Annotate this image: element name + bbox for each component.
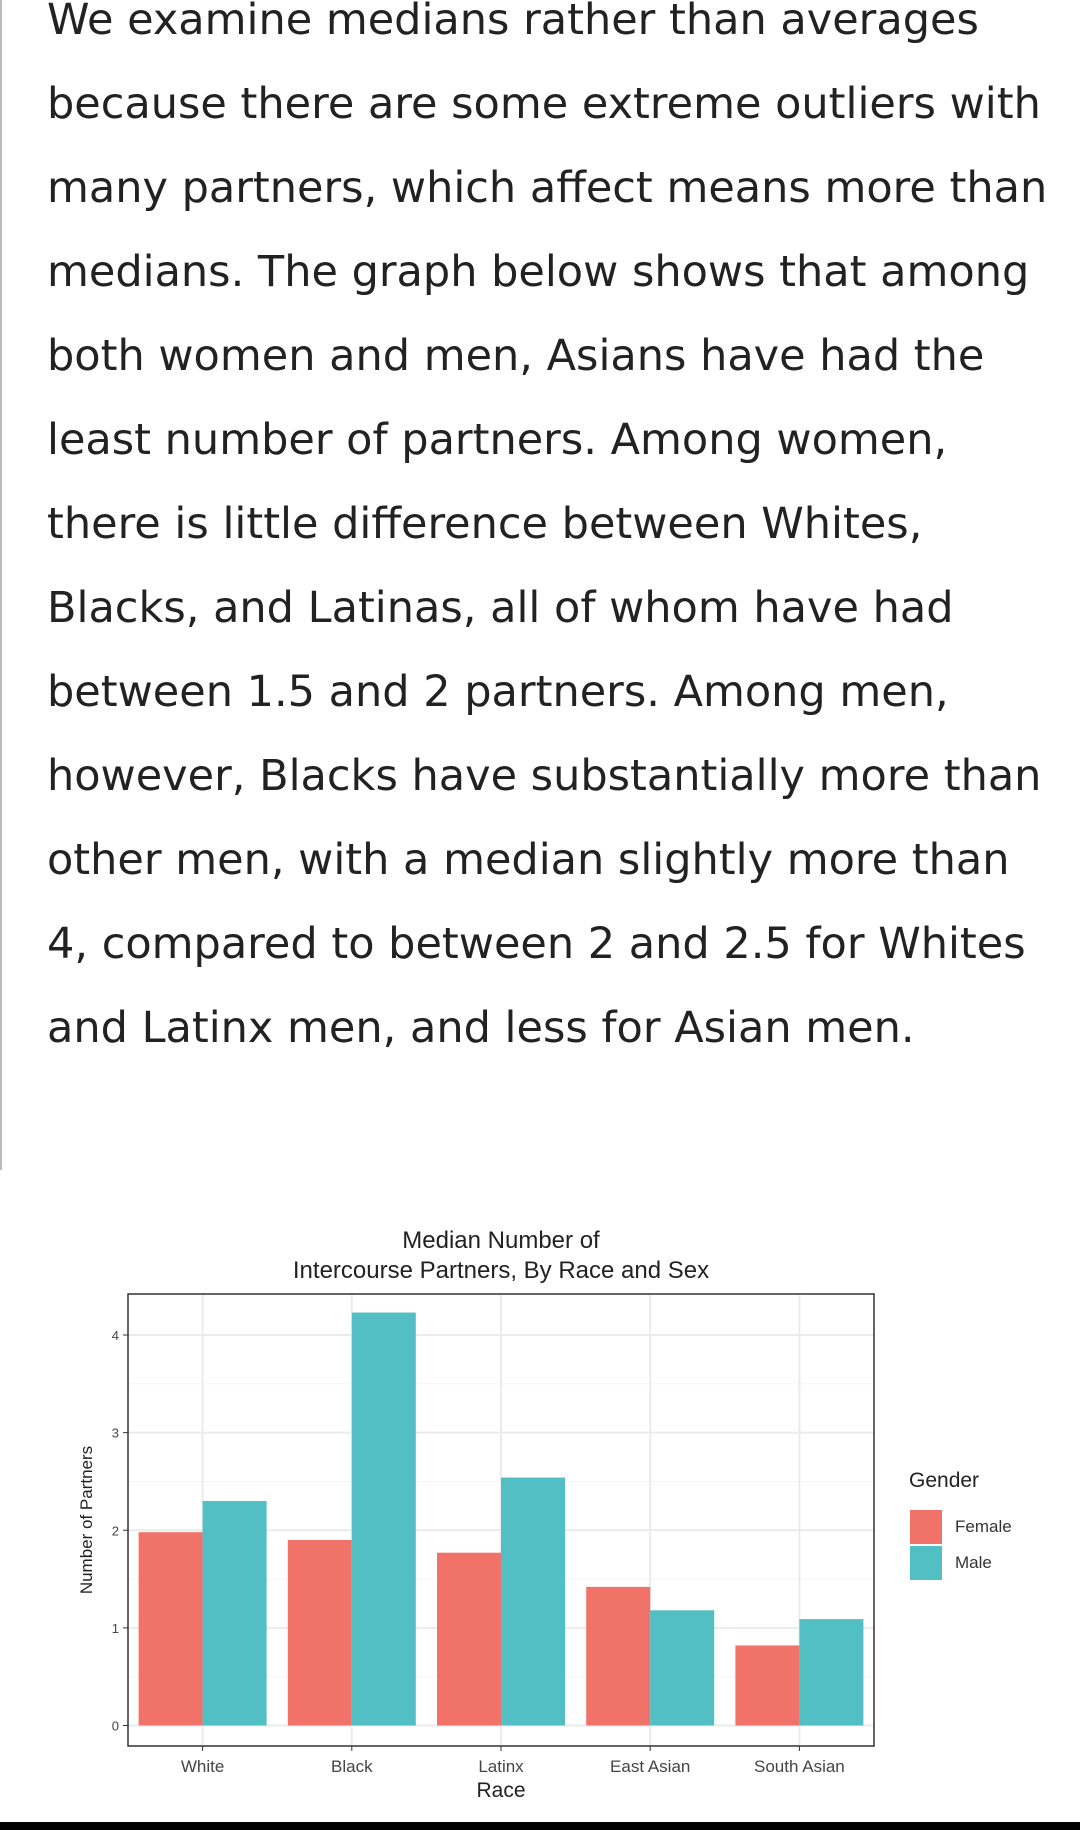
bottom-bar [0, 1822, 1080, 1830]
y-tick-label: 4 [112, 1328, 119, 1343]
bar-male [202, 1500, 267, 1726]
article-paragraph: We examine medians rather than averages … [47, 0, 1048, 1053]
bar-male [650, 1610, 715, 1726]
y-tick-label: 3 [112, 1426, 119, 1441]
bar-male [351, 1312, 416, 1726]
legend-swatch-female [910, 1510, 942, 1544]
plot-border [127, 1293, 875, 1747]
legend-label-male: Male [955, 1553, 992, 1572]
article-text: We examine medians rather than averages … [47, 0, 1057, 1070]
bar-female [586, 1586, 651, 1726]
bar-female [138, 1532, 203, 1726]
x-tick-label: Latinx [478, 1757, 524, 1776]
bar-female [437, 1552, 501, 1726]
chart-title-line2: Intercourse Partners, By Race and Sex [293, 1257, 709, 1284]
bar-male [799, 1619, 864, 1726]
x-axis-label: Race [476, 1779, 525, 1802]
y-tick-label: 0 [112, 1718, 119, 1733]
y-axis-label: Number of Partners [77, 1446, 96, 1594]
legend: Gender Female Male [909, 1469, 1012, 1580]
legend-title: Gender [909, 1469, 979, 1492]
plot-area: 0 1 2 3 4 White Black Latinx East Asian South Asi… [112, 1293, 875, 1776]
y-tick-label: 2 [112, 1523, 119, 1538]
x-tick-label: Black [331, 1757, 373, 1776]
bar-female [287, 1540, 352, 1726]
x-tick-label: South Asian [754, 1757, 845, 1776]
bar-female [735, 1645, 800, 1726]
chart-title: Median Number of [402, 1227, 600, 1254]
legend-swatch-male [910, 1546, 942, 1580]
legend-label-female: Female [955, 1517, 1012, 1536]
x-tick-label: East Asian [610, 1757, 690, 1776]
x-tick-label: White [181, 1757, 224, 1776]
bar-chart: Median Number of Intercourse Partners, B… [77, 1227, 1012, 1802]
y-tick-label: 1 [112, 1621, 119, 1636]
page-left-border [0, 0, 2, 1170]
bar-male [501, 1477, 565, 1726]
